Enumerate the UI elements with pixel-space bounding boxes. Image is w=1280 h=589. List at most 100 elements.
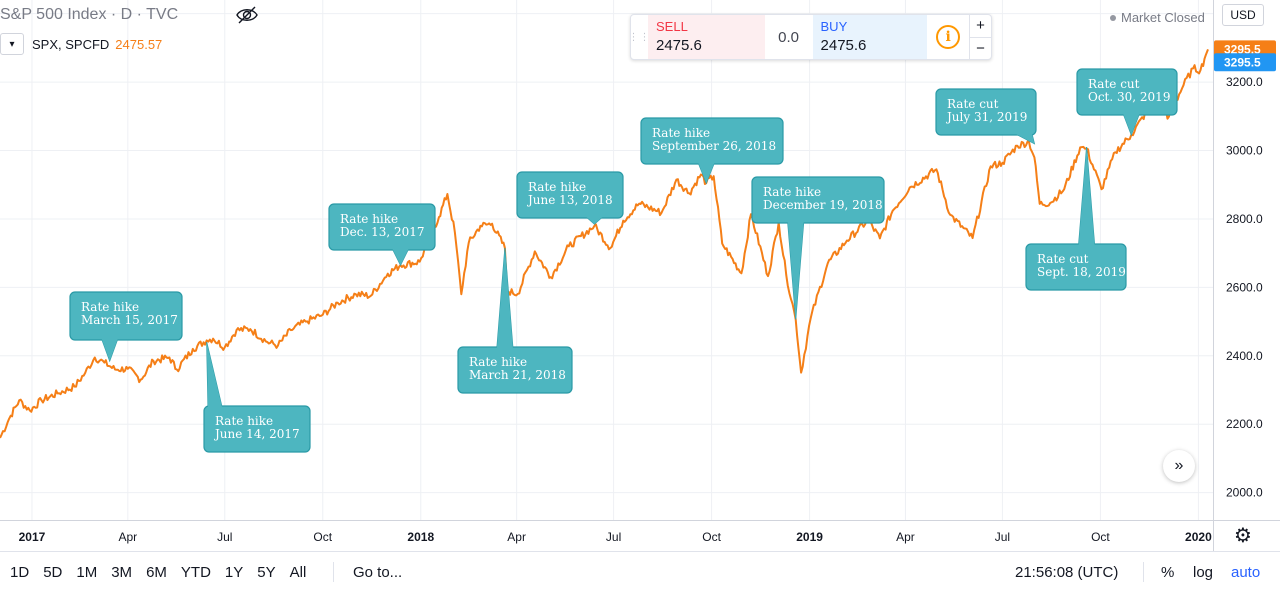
annotation-text: March 21, 2018 bbox=[469, 368, 566, 382]
x-tick-label: Oct bbox=[702, 530, 721, 544]
info-icon[interactable]: i bbox=[936, 25, 961, 49]
bottom-toolbar: 1D 5D 1M 3M 6M YTD 1Y 5Y All Go to... 21… bbox=[0, 551, 1280, 589]
x-tick-label: Apr bbox=[118, 530, 137, 544]
x-tick-label: 2018 bbox=[407, 530, 434, 544]
y-tick-label: 2200.0 bbox=[1226, 417, 1263, 431]
symbol-value: 2475.57 bbox=[115, 36, 163, 52]
price-label-text: 3295.5 bbox=[1224, 42, 1261, 56]
range-all-button[interactable]: All bbox=[289, 564, 307, 581]
buy-label: BUY bbox=[820, 19, 848, 34]
scroll-to-realtime-icon[interactable]: » bbox=[1163, 450, 1195, 482]
range-selector: 1D 5D 1M 3M 6M YTD 1Y 5Y All bbox=[10, 564, 320, 581]
y-tick-label: 3000.0 bbox=[1226, 144, 1263, 158]
price-series bbox=[0, 49, 1209, 439]
x-tick-label: Oct bbox=[313, 530, 332, 544]
annotation-text: September 26, 2018 bbox=[652, 139, 776, 153]
buy-price: 2475.6 bbox=[820, 37, 867, 54]
range-6m-button[interactable]: 6M bbox=[146, 564, 167, 581]
annotation-box bbox=[457, 346, 573, 394]
range-5y-button[interactable]: 5Y bbox=[257, 564, 276, 581]
annotation-text: Rate hike bbox=[763, 185, 821, 199]
percent-toggle[interactable]: % bbox=[1161, 564, 1175, 581]
axes: 2000.0 2200.0 2400.0 2600.0 2800.0 3000.0 3200… bbox=[0, 0, 1280, 551]
clock-readout[interactable]: 21:56:08 (UTC) bbox=[1015, 564, 1119, 581]
range-ytd-button[interactable]: YTD bbox=[180, 564, 211, 581]
status-dot-icon bbox=[1110, 14, 1116, 21]
currency-button[interactable]: USD bbox=[1222, 4, 1264, 26]
annotation-box bbox=[203, 405, 311, 453]
price-line bbox=[0, 49, 1209, 439]
annotation-text: July 31, 2019 bbox=[945, 110, 1027, 124]
buy-button[interactable]: BUY 2475.6 bbox=[812, 15, 928, 59]
annotation-text: Oct. 30, 2019 bbox=[1088, 90, 1170, 104]
sell-button[interactable]: SELL 2475.6 bbox=[648, 15, 765, 59]
annotation-text: Rate cut bbox=[1037, 252, 1089, 266]
auto-toggle[interactable]: auto bbox=[1231, 564, 1261, 581]
annotation-text: March 15, 2017 bbox=[81, 313, 178, 327]
annotation-text: December 19, 2018 bbox=[763, 198, 883, 212]
drag-handle-icon[interactable]: ⋮⋮ bbox=[628, 31, 651, 43]
annotation-text: Rate hike bbox=[469, 355, 527, 369]
x-tick-label: Jul bbox=[606, 530, 621, 544]
chevron-down-icon[interactable]: ▾ bbox=[0, 33, 24, 55]
symbol-legend: ▾ SPX, SPCFD 2475.57 bbox=[0, 33, 162, 55]
x-tick-label: 2017 bbox=[19, 530, 46, 544]
range-1y-button[interactable]: 1Y bbox=[224, 564, 244, 581]
market-status-text: Market Closed bbox=[1121, 10, 1205, 25]
range-1m-button[interactable]: 1M bbox=[76, 564, 98, 581]
market-status: Market Closed bbox=[1110, 10, 1205, 25]
log-toggle[interactable]: log bbox=[1193, 564, 1214, 581]
range-5d-button[interactable]: 5D bbox=[43, 564, 63, 581]
x-tick-label: 2020 bbox=[1185, 530, 1212, 544]
y-tick-label: 2600.0 bbox=[1226, 280, 1263, 294]
y-tick-label: 2000.0 bbox=[1226, 486, 1263, 500]
annotation-box bbox=[69, 291, 183, 341]
annotation-box bbox=[935, 88, 1037, 136]
range-1d-button[interactable]: 1D bbox=[10, 564, 30, 581]
annotation-box bbox=[516, 171, 624, 219]
annotation-text: Rate hike bbox=[528, 180, 586, 194]
x-tick-label: Apr bbox=[507, 530, 526, 544]
toolbar-divider bbox=[333, 562, 334, 582]
eye-off-icon[interactable] bbox=[234, 4, 260, 26]
y-tick-label: 3200.0 bbox=[1226, 75, 1263, 89]
y-tick-label: 2400.0 bbox=[1226, 349, 1263, 363]
annotation-text: June 14, 2017 bbox=[213, 427, 300, 441]
toolbar-divider bbox=[1143, 562, 1144, 582]
annotation-text: Rate hike bbox=[340, 212, 398, 226]
price-label-text: 3295.5 bbox=[1224, 55, 1261, 69]
minus-button[interactable]: − bbox=[970, 36, 991, 60]
range-3m-button[interactable]: 3M bbox=[111, 564, 133, 581]
symbol-name: SPX, SPCFD bbox=[32, 36, 110, 52]
spread-value: 0.0 bbox=[778, 28, 800, 46]
annotation-box bbox=[751, 176, 885, 224]
annotation-text: June 13, 2018 bbox=[526, 193, 613, 207]
plus-button[interactable]: + bbox=[976, 17, 985, 35]
sell-label: SELL bbox=[656, 19, 688, 34]
annotation-box bbox=[328, 203, 436, 251]
x-tick-label: Jul bbox=[217, 530, 232, 544]
y-tick-label: 2800.0 bbox=[1226, 212, 1263, 226]
trade-panel: ⋮⋮ SELL 2475.6 0.0 BUY 2475.6 i + − bbox=[628, 14, 992, 60]
gear-icon[interactable]: ⚙ bbox=[1234, 525, 1252, 547]
annotation-text: Rate hike bbox=[81, 300, 139, 314]
price-label: 3295.5 bbox=[1214, 53, 1276, 72]
annotation-text: Rate hike bbox=[215, 414, 273, 428]
goto-button[interactable]: Go to... bbox=[353, 564, 403, 581]
annotation-text: Sept. 18, 2019 bbox=[1037, 265, 1126, 279]
annotation-text: Rate hike bbox=[652, 126, 710, 140]
annotation-text: Rate cut bbox=[947, 97, 999, 111]
x-tick-label: Jul bbox=[995, 530, 1010, 544]
